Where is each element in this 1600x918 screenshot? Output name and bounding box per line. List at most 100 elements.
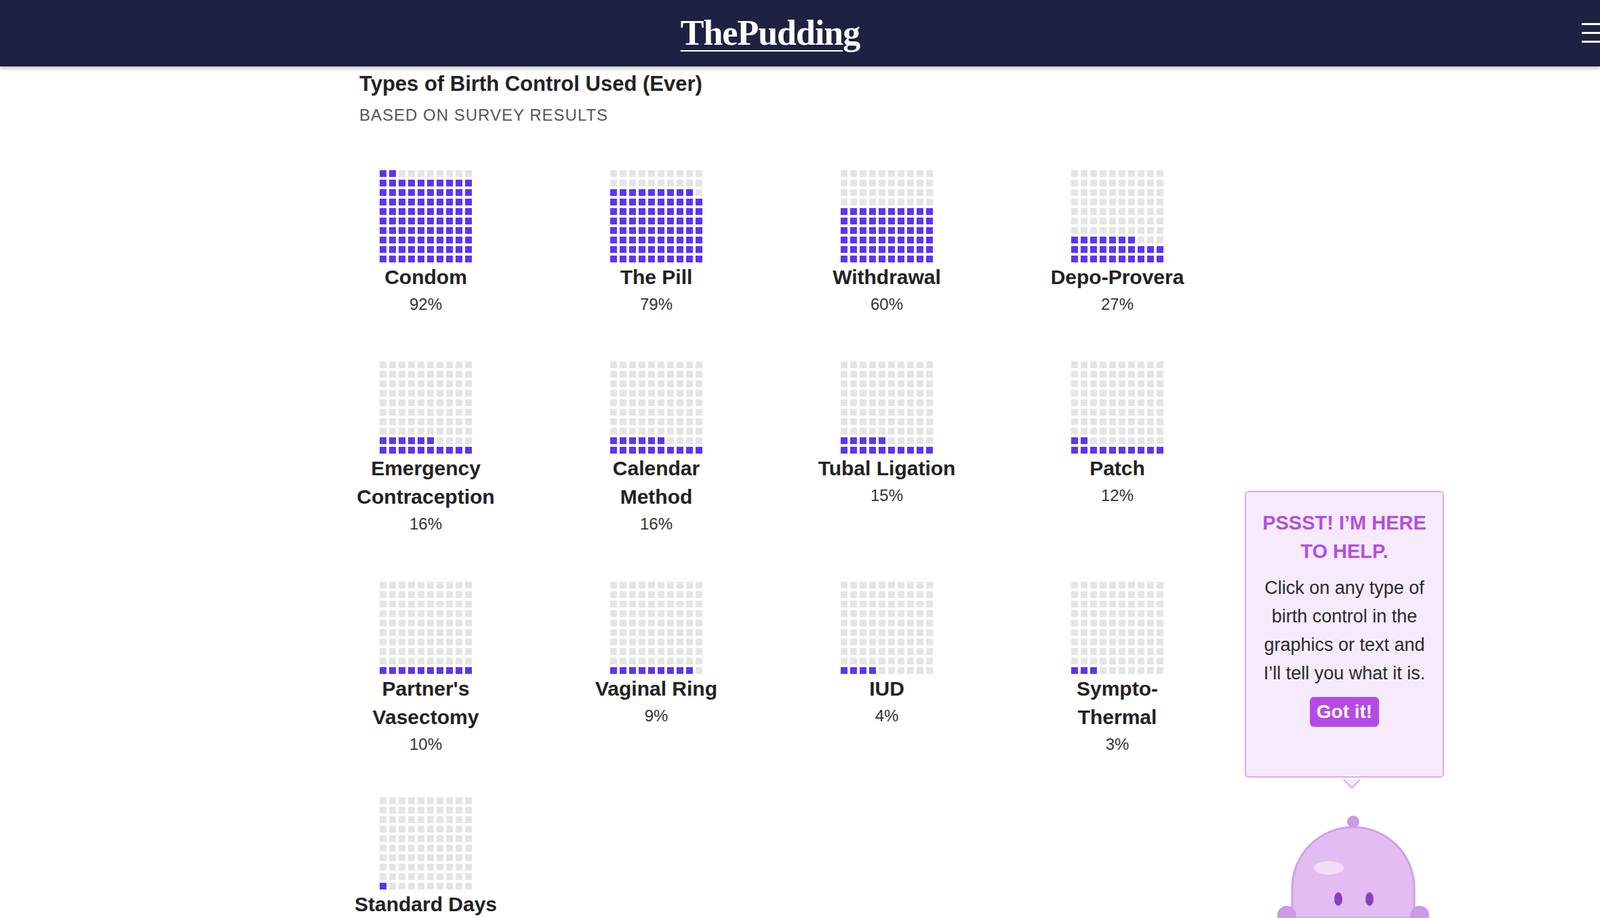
- waffle-filled-cell[interactable]: [417, 189, 425, 196]
- waffle-empty-cell[interactable]: [1118, 208, 1126, 215]
- waffle-empty-cell[interactable]: [408, 873, 415, 880]
- waffle-empty-cell[interactable]: [379, 389, 387, 397]
- waffle-empty-cell[interactable]: [408, 619, 415, 627]
- waffle-empty-cell[interactable]: [1147, 408, 1154, 416]
- waffle-empty-cell[interactable]: [897, 370, 905, 378]
- waffle-empty-cell[interactable]: [619, 427, 627, 435]
- waffle-empty-cell[interactable]: [1109, 657, 1116, 665]
- waffle-empty-cell[interactable]: [1080, 170, 1088, 177]
- waffle-empty-cell[interactable]: [1156, 638, 1164, 646]
- waffle-empty-cell[interactable]: [619, 370, 627, 378]
- waffle-empty-cell[interactable]: [869, 629, 876, 636]
- waffle-empty-cell[interactable]: [1118, 380, 1126, 388]
- waffle-empty-cell[interactable]: [850, 418, 857, 426]
- waffle-empty-cell[interactable]: [1137, 437, 1145, 445]
- waffle-filled-cell[interactable]: [648, 189, 655, 196]
- waffle-empty-cell[interactable]: [676, 437, 684, 445]
- waffle-empty-cell[interactable]: [1118, 437, 1126, 445]
- waffle-empty-cell[interactable]: [446, 825, 453, 833]
- waffle-empty-cell[interactable]: [379, 657, 387, 665]
- waffle-empty-cell[interactable]: [1109, 418, 1116, 426]
- waffle-empty-cell[interactable]: [676, 361, 684, 369]
- waffle-empty-cell[interactable]: [648, 399, 655, 407]
- waffle-empty-cell[interactable]: [1080, 389, 1088, 397]
- waffle-empty-cell[interactable]: [389, 797, 396, 805]
- waffle-filled-cell[interactable]: [907, 255, 914, 263]
- waffle-empty-cell[interactable]: [907, 667, 914, 674]
- waffle-filled-cell[interactable]: [869, 227, 876, 234]
- waffle-empty-cell[interactable]: [638, 600, 646, 608]
- waffle-empty-cell[interactable]: [638, 361, 646, 369]
- waffle-empty-cell[interactable]: [878, 418, 886, 426]
- waffle-empty-cell[interactable]: [859, 427, 867, 435]
- waffle-filled-cell[interactable]: [619, 255, 627, 263]
- waffle-empty-cell[interactable]: [417, 591, 425, 598]
- waffle-empty-cell[interactable]: [1071, 427, 1078, 435]
- waffle-empty-cell[interactable]: [446, 816, 453, 824]
- waffle-filled-cell[interactable]: [657, 217, 665, 225]
- waffle-empty-cell[interactable]: [1156, 610, 1164, 617]
- waffle-filled-cell[interactable]: [465, 446, 472, 454]
- waffle-empty-cell[interactable]: [648, 361, 655, 369]
- waffle-empty-cell[interactable]: [1071, 591, 1078, 598]
- waffle-filled-cell[interactable]: [667, 217, 674, 225]
- waffle-empty-cell[interactable]: [1090, 418, 1097, 426]
- waffle-empty-cell[interactable]: [657, 610, 665, 617]
- waffle-empty-cell[interactable]: [1080, 600, 1088, 608]
- waffle-empty-cell[interactable]: [398, 882, 406, 890]
- waffle-empty-cell[interactable]: [455, 408, 463, 416]
- waffle-empty-cell[interactable]: [695, 370, 703, 378]
- waffle-empty-cell[interactable]: [1128, 667, 1135, 674]
- waffle-empty-cell[interactable]: [907, 437, 914, 445]
- waffle-filled-cell[interactable]: [389, 217, 396, 225]
- waffle-empty-cell[interactable]: [455, 863, 463, 871]
- waffle-empty-cell[interactable]: [446, 370, 453, 378]
- waffle-empty-cell[interactable]: [417, 380, 425, 388]
- waffle-filled-cell[interactable]: [859, 227, 867, 234]
- waffle-empty-cell[interactable]: [1099, 399, 1107, 407]
- waffle-empty-cell[interactable]: [695, 170, 703, 177]
- waffle-filled-cell[interactable]: [408, 667, 415, 674]
- waffle-empty-cell[interactable]: [417, 389, 425, 397]
- waffle-empty-cell[interactable]: [446, 854, 453, 862]
- waffle-empty-cell[interactable]: [629, 399, 636, 407]
- waffle-empty-cell[interactable]: [1118, 389, 1126, 397]
- waffle-empty-cell[interactable]: [878, 427, 886, 435]
- waffle-empty-cell[interactable]: [1156, 648, 1164, 655]
- waffle-filled-cell[interactable]: [610, 246, 617, 253]
- waffle-filled-cell[interactable]: [379, 882, 387, 890]
- waffle-empty-cell[interactable]: [840, 591, 848, 598]
- waffle-empty-cell[interactable]: [455, 581, 463, 589]
- waffle-empty-cell[interactable]: [427, 835, 434, 843]
- waffle-empty-cell[interactable]: [878, 648, 886, 655]
- waffle-empty-cell[interactable]: [859, 370, 867, 378]
- waffle-empty-cell[interactable]: [648, 380, 655, 388]
- waffle-filled-cell[interactable]: [850, 236, 857, 244]
- waffle-empty-cell[interactable]: [455, 418, 463, 426]
- waffle-empty-cell[interactable]: [1147, 619, 1154, 627]
- waffle-filled-cell[interactable]: [869, 217, 876, 225]
- waffle-filled-cell[interactable]: [408, 189, 415, 196]
- waffle-filled-cell[interactable]: [648, 255, 655, 263]
- waffle-filled-cell[interactable]: [686, 217, 693, 225]
- waffle-empty-cell[interactable]: [455, 427, 463, 435]
- waffle-empty-cell[interactable]: [610, 427, 617, 435]
- waffle-empty-cell[interactable]: [1118, 179, 1126, 187]
- waffle-empty-cell[interactable]: [1156, 361, 1164, 369]
- waffle-empty-cell[interactable]: [1080, 380, 1088, 388]
- waffle-filled-cell[interactable]: [657, 437, 665, 445]
- category-label[interactable]: CalendarMethod: [612, 456, 701, 508]
- waffle-empty-cell[interactable]: [398, 657, 406, 665]
- waffle-empty-cell[interactable]: [455, 844, 463, 852]
- waffle-empty-cell[interactable]: [907, 389, 914, 397]
- waffle-filled-cell[interactable]: [648, 667, 655, 674]
- waffle-empty-cell[interactable]: [427, 591, 434, 598]
- waffle-empty-cell[interactable]: [417, 399, 425, 407]
- waffle-empty-cell[interactable]: [869, 198, 876, 206]
- waffle-filled-cell[interactable]: [389, 208, 396, 215]
- waffle-empty-cell[interactable]: [455, 170, 463, 177]
- waffle-empty-cell[interactable]: [1147, 227, 1154, 234]
- waffle-empty-cell[interactable]: [408, 370, 415, 378]
- waffle-filled-cell[interactable]: [926, 255, 933, 263]
- waffle-filled-cell[interactable]: [1118, 446, 1126, 454]
